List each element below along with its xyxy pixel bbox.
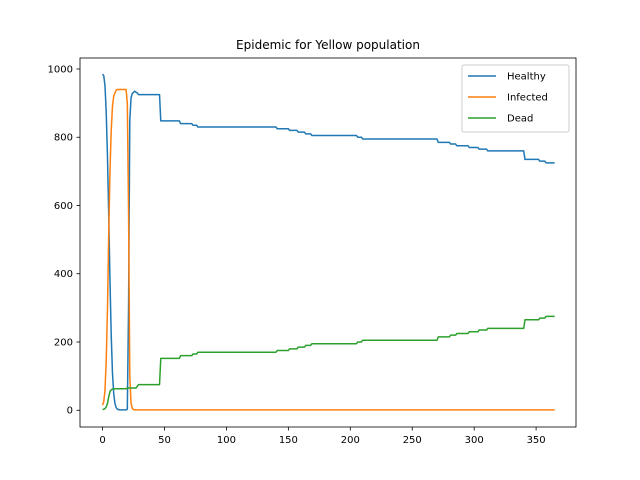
series-line-dead [102, 315, 555, 411]
y-tick-label: 200 [54, 337, 73, 348]
x-tick-label: 250 [403, 435, 422, 446]
y-tick-label: 1000 [48, 64, 73, 75]
legend-label-infected: Infected [507, 93, 548, 104]
y-tick-label: 600 [54, 201, 73, 212]
y-tick-label: 800 [54, 133, 73, 144]
y-tick-label: 400 [54, 269, 73, 280]
x-tick-label: 350 [527, 435, 546, 446]
legend-label-dead: Dead [507, 114, 533, 125]
y-axis: 0 200 400 600 800 1000 [48, 64, 80, 417]
x-tick-label: 0 [99, 435, 105, 446]
x-tick-label: 300 [465, 435, 484, 446]
y-tick-label: 0 [67, 406, 73, 417]
axes-frame [79, 57, 577, 428]
legend-label-healthy: Healthy [507, 72, 546, 83]
chart-title: Epidemic for Yellow population [236, 38, 420, 52]
plot-area [101, 73, 555, 411]
x-tick-label: 200 [341, 435, 360, 446]
series-line-healthy [101, 73, 555, 411]
x-tick-label: 50 [158, 435, 171, 446]
series-line-infected [101, 88, 555, 411]
x-tick-label: 150 [279, 435, 298, 446]
x-axis: 0 50 100 150 200 250 300 350 [99, 427, 546, 446]
legend-frame [461, 64, 570, 133]
legend: Healthy Infected Dead [461, 64, 570, 133]
x-tick-label: 100 [217, 435, 236, 446]
